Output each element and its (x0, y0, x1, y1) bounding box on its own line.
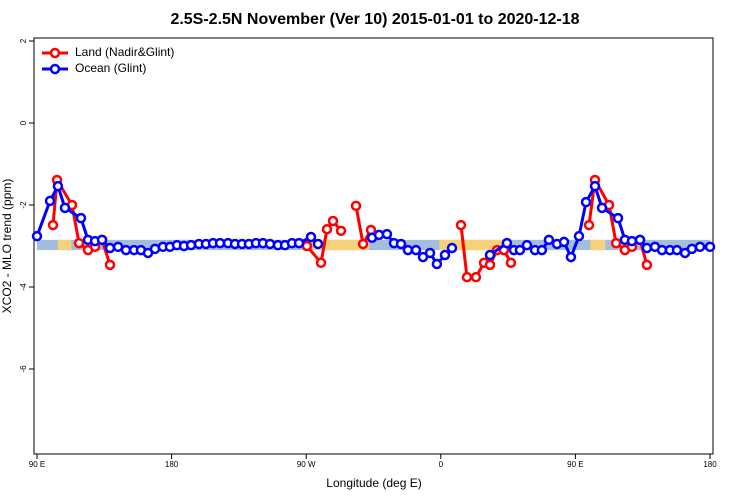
data-point (104, 259, 116, 271)
band-highlight (304, 239, 370, 251)
data-point (327, 215, 339, 227)
data-point (31, 230, 43, 242)
data-point (641, 242, 653, 254)
data-point (455, 219, 467, 231)
x-tick-label: 180 (703, 460, 717, 469)
data-point (565, 251, 577, 263)
x-tick-label: 90 E (29, 460, 45, 469)
band-highlight (86, 239, 94, 251)
y-tick-label: -2 (19, 201, 28, 209)
band-highlight (439, 239, 510, 251)
y-tick-label: -4 (19, 283, 28, 291)
data-point (431, 258, 443, 270)
data-point (395, 238, 407, 250)
data-point (589, 180, 601, 192)
data-point (446, 242, 458, 254)
data-point (536, 244, 548, 256)
data-point (410, 244, 422, 256)
data-point (44, 195, 56, 207)
x-axis-label: Longitude (deg E) (326, 476, 421, 490)
legend-label: Land (Nadir&Glint) (75, 45, 174, 59)
data-point (264, 238, 276, 250)
data-point (439, 249, 451, 261)
data-point (501, 237, 513, 249)
data-point (505, 257, 517, 269)
legend-marker (49, 63, 61, 75)
chart-title: 2.5S-2.5N November (Ver 10) 2015-01-01 t… (170, 11, 579, 28)
data-point (185, 239, 197, 251)
data-point (596, 202, 608, 214)
data-point (424, 247, 436, 259)
y-tick-label: 2 (19, 38, 28, 43)
data-point (357, 238, 369, 250)
data-point (96, 234, 108, 246)
y-tick-label: 0 (19, 120, 28, 125)
data-point (634, 234, 646, 246)
data-point (52, 180, 64, 192)
data-point (686, 243, 698, 255)
data-point (59, 202, 71, 214)
data-point (305, 231, 317, 243)
series-line (51, 178, 649, 279)
data-point (626, 235, 638, 247)
data-point (612, 212, 624, 224)
data-point (514, 244, 526, 256)
data-point (558, 236, 570, 248)
data-point (610, 237, 622, 249)
band-highlight (57, 239, 72, 251)
data-point (321, 223, 333, 235)
data-point (694, 241, 706, 253)
data-point (580, 196, 592, 208)
data-point (75, 212, 87, 224)
data-point (293, 237, 305, 249)
data-point (335, 225, 347, 237)
data-point (573, 230, 585, 242)
data-point (671, 244, 683, 256)
data-point (312, 238, 324, 250)
data-point (461, 271, 473, 283)
legend-label: Ocean (Glint) (75, 61, 146, 75)
data-point (47, 219, 59, 231)
y-tick-label: -6 (19, 365, 28, 373)
data-point (381, 228, 393, 240)
data-point (543, 234, 555, 246)
data-point (484, 249, 496, 261)
data-point (484, 259, 496, 271)
band-highlight (590, 239, 606, 251)
data-point (704, 241, 716, 253)
data-point (350, 200, 362, 212)
data-point (521, 239, 533, 251)
data-point (583, 219, 595, 231)
y-axis-label: XCO2 - MLO trend (ppm) (0, 179, 14, 314)
data-point (104, 242, 116, 254)
x-tick-label: 90 E (567, 460, 583, 469)
data-point (641, 259, 653, 271)
data-point (120, 244, 132, 256)
data-point (470, 271, 482, 283)
band (37, 239, 710, 251)
data-point (73, 237, 85, 249)
x-tick-label: 0 (439, 460, 444, 469)
data-point (315, 257, 327, 269)
x-tick-label: 180 (165, 460, 179, 469)
data-point (402, 244, 414, 256)
legend-marker (49, 47, 61, 59)
x-tick-label: 90 W (297, 460, 316, 469)
